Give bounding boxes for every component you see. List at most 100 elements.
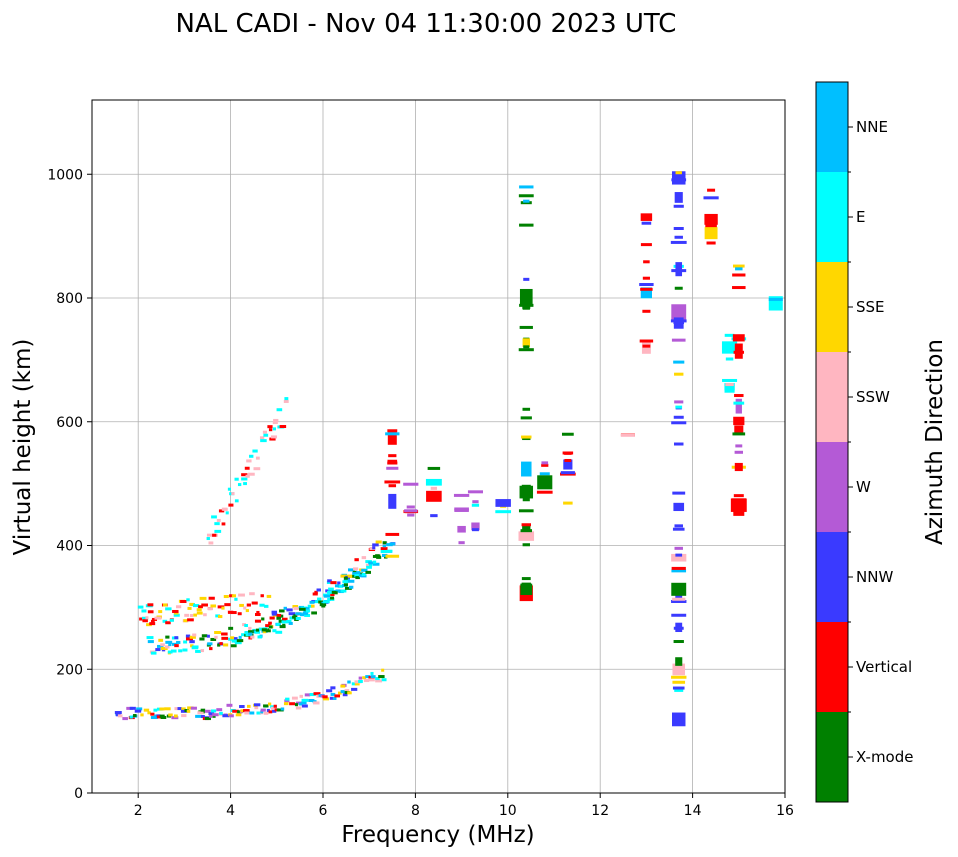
echo-mark [193,613,197,617]
echo-mark [219,642,223,646]
echo-mark [253,703,261,707]
echo-mark [671,421,687,425]
colorbar-segment-nnw [816,532,848,622]
echo-mark [206,537,210,541]
echo-mark [262,630,267,634]
echo-mark [314,600,318,604]
echo-mark [246,603,251,607]
echo-mark [639,283,654,287]
echo-mark [372,546,376,550]
plot-area: 2 4 6 8 10 12 14 16 0 200 400 600 800 1000 [47,99,794,819]
echo-mark [640,287,652,298]
echo-mark [190,644,194,648]
echo-mark [236,639,244,643]
echo-mark [243,709,250,713]
echo-mark [145,616,149,620]
echo-mark [263,711,269,715]
echo-mark [454,507,469,511]
echo-mark [289,616,294,620]
echo-mark [372,543,379,547]
chart-title: NAL CADI - Nov 04 11:30:00 2023 UTC [176,9,677,39]
echo-mark [308,698,315,702]
echo-mark [244,631,250,635]
echo-mark [182,648,188,652]
echo-mark [340,684,346,688]
echo-mark [232,709,239,713]
echo-mark [670,240,687,244]
echo-mark [385,554,400,558]
echo-mark [361,568,368,572]
echo-mark [273,704,277,708]
echo-mark [382,544,387,548]
echo-mark [284,397,289,401]
echo-mark [260,594,264,598]
echo-mark [673,626,684,630]
colorbar-label-nne: NNE [856,118,888,136]
echo-mark [292,615,298,619]
echo-mark [388,484,397,488]
echo-mark [206,533,214,537]
echo-mark [272,427,277,431]
plot-frame [91,99,786,794]
echo-mark [208,714,213,718]
echo-mark [281,620,289,624]
echo-mark [322,697,329,701]
echo-mark [162,603,168,607]
echo-mark [521,523,532,527]
echo-mark [189,640,195,644]
echo-mark [323,600,330,604]
echo-mark [267,425,273,429]
echo-mark [458,541,465,545]
echo-mark [254,630,261,634]
echo-mark [221,636,229,640]
echo-mark [150,651,157,655]
y-axis-label: Virtual height (km) [10,339,36,556]
echo-mark [539,472,550,476]
echo-mark [321,604,326,608]
echo-mark [265,629,271,633]
echo-mark [674,192,683,203]
x-axis-ticks: 2 4 6 8 10 12 14 16 [134,793,794,819]
echo-mark [160,643,165,647]
y-tick-label: 400 [56,539,83,555]
echo-mark [244,624,248,628]
echo-mark [249,454,254,458]
echo-mark [522,407,531,411]
echo-mark [168,713,173,717]
echo-mark [259,603,265,607]
y-tick-label: 800 [56,291,83,307]
echo-mark [523,199,530,203]
echo-mark [212,714,216,718]
echo-mark [735,267,743,271]
colorbar-segment-nne [816,82,848,172]
echo-mark [672,491,686,495]
echo-mark [273,418,279,422]
echo-mark [229,714,234,718]
echo-mark [275,630,283,634]
echo-mark [302,611,309,615]
echo-mark [334,584,339,588]
echo-mark [198,605,203,609]
echo-mark [335,589,341,593]
echo-mark [248,630,255,634]
echo-mark [257,635,263,639]
echo-mark [519,303,534,307]
echo-mark [342,693,348,697]
echo-mark [172,609,179,613]
echo-mark [313,692,321,696]
echo-mark [211,709,217,713]
x-tick-label: 10 [499,803,517,819]
echo-mark [189,602,194,606]
echo-mark [328,587,334,591]
echo-mark [372,554,377,558]
echo-mark [359,572,364,576]
echo-mark [641,221,652,225]
echo-mark [407,513,415,517]
echo-mark [219,711,223,715]
echo-mark [523,277,530,281]
echo-mark [522,296,530,300]
echo-mark [334,591,338,595]
echo-mark [229,594,234,598]
echo-mark [255,613,261,617]
